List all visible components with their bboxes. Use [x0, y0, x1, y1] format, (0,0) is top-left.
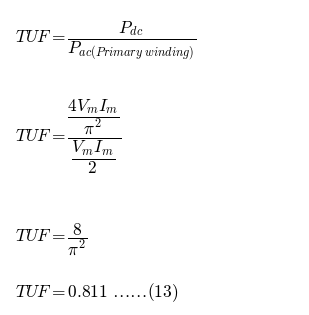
Text: $TUF = \dfrac{P_{dc}}{P_{ac(Primary\ winding)}}$: $TUF = \dfrac{P_{dc}}{P_{ac(Primary\ win… [15, 20, 197, 62]
Text: $TUF = \dfrac{\dfrac{4V_mI_m}{\pi^2}}{\dfrac{V_mI_m}{2}}$: $TUF = \dfrac{\dfrac{4V_mI_m}{\pi^2}}{\d… [15, 98, 122, 176]
Text: $TUF = 0.811\ \ldots\ldots(13)$: $TUF = 0.811\ \ldots\ldots(13)$ [15, 282, 179, 304]
Text: $TUF = \dfrac{8}{\pi^2}$: $TUF = \dfrac{8}{\pi^2}$ [15, 221, 88, 257]
